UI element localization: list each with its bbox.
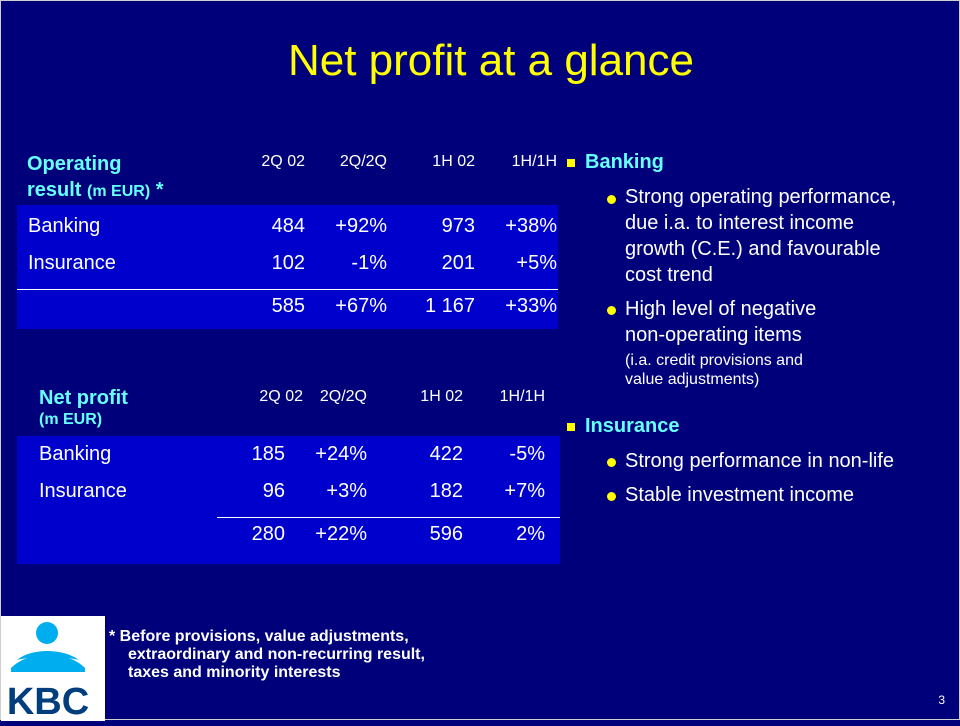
caption-text: result (27, 179, 88, 201)
table-cell: +24% (315, 443, 367, 465)
column-header: 2Q/2Q (319, 388, 367, 405)
table-cell: 2% (516, 523, 545, 545)
table-cell: +92% (335, 215, 387, 237)
page-number: 3 (938, 693, 945, 707)
footnote-line: extraordinary and non-recurring result, (128, 646, 425, 663)
table-cell: 585 (271, 295, 305, 317)
caption-line: Net profit (39, 387, 128, 409)
column-header: 2Q 02 (259, 388, 303, 405)
table-cell: 1 167 (424, 295, 475, 317)
row-label: Banking (28, 215, 101, 237)
bullet-line: due i.a. to interest income (625, 212, 855, 234)
column-header: 2Q/2Q (339, 153, 387, 170)
table-cell: +33% (505, 295, 557, 317)
table-cell: 102 (271, 252, 305, 274)
table-cell: +67% (335, 295, 387, 317)
table-body: Banking 484 +92% 973 +38% Insurance 102 … (17, 205, 558, 329)
table-cell: -5% (509, 443, 545, 465)
caption-line: Operating (27, 153, 122, 175)
bullet-line: non-operating items (625, 324, 802, 346)
column-header: 2Q 02 (261, 153, 305, 170)
row-label: Banking (39, 443, 112, 465)
table-cell: 596 (429, 523, 463, 545)
table-cell: 182 (429, 480, 463, 502)
table-caption: Net profit (m EUR) (39, 386, 128, 430)
section-heading: Banking (585, 151, 664, 173)
square-bullet-icon (567, 423, 575, 431)
operating-result-table: Operating result (m EUR) * 2Q 02 2Q/2Q 1… (17, 141, 558, 329)
footnote: * Before provisions, value adjustments, … (109, 628, 425, 682)
table-cell: +3% (326, 480, 367, 502)
table-cell: 484 (271, 215, 305, 237)
bullet-line: High level of negative (625, 298, 817, 320)
table-cell: +5% (516, 252, 557, 274)
dot-bullet-icon (607, 458, 616, 467)
bullet-note: (i.a. credit provisions and value adjust… (625, 351, 803, 389)
section-heading: Insurance (585, 415, 680, 437)
kbc-logo-icon: KBC (7, 622, 89, 723)
table-cell: 96 (262, 480, 285, 502)
note-line: (i.a. credit provisions and (625, 352, 803, 369)
bullet-text: High level of negative non-operating ite… (625, 296, 816, 348)
dot-bullet-icon (607, 306, 616, 315)
row-label: Insurance (28, 252, 116, 274)
footnote-line: taxes and minority interests (128, 664, 341, 681)
total-divider (217, 517, 560, 518)
caption-line: result (m EUR) * (27, 177, 163, 205)
bullet-text: Strong operating performance, due i.a. t… (625, 184, 896, 288)
table-cell: 280 (251, 523, 285, 545)
dot-bullet-icon (607, 195, 616, 204)
page-title: Net profit at a glance (287, 36, 694, 85)
caption-star: * (150, 179, 164, 201)
bullet-line: cost trend (625, 264, 713, 286)
column-header: 1H 02 (432, 153, 475, 170)
bullet-text: Strong performance in non-life (625, 450, 895, 472)
total-divider (17, 289, 558, 290)
kbc-logo: KBC (1, 616, 105, 723)
table-cell: 973 (441, 215, 475, 237)
column-header: 1H/1H (511, 153, 557, 170)
table-caption: Operating result (m EUR) * (27, 151, 163, 205)
table-cell: 185 (251, 443, 285, 465)
caption-unit: (m EUR) (87, 183, 151, 200)
square-bullet-icon (567, 159, 575, 167)
row-label: Insurance (39, 480, 127, 502)
table-body: Banking 185 +24% 422 -5% Insurance 96 +3… (17, 436, 560, 564)
bullet-line: Strong operating performance, (625, 186, 897, 208)
table-cell: +38% (505, 215, 557, 237)
note-line: value adjustments) (625, 371, 760, 388)
footnote-line: * Before provisions, value adjustments, (109, 628, 409, 645)
table-cell: -1% (351, 252, 387, 274)
bullet-text: Stable investment income (625, 484, 855, 506)
logo-text: KBC (7, 681, 89, 721)
table-cell: +22% (315, 523, 367, 545)
table-cell: 201 (441, 252, 475, 274)
caption-unit: (m EUR) (39, 411, 103, 428)
table-cell: 422 (429, 443, 463, 465)
bullet-line: growth (C.E.) and favourable (625, 238, 881, 260)
column-header: 1H 02 (420, 388, 463, 405)
dot-bullet-icon (607, 492, 616, 501)
column-header: 1H/1H (499, 388, 545, 405)
table-cell: +7% (504, 480, 545, 502)
net-profit-table: Net profit (m EUR) 2Q 02 2Q/2Q 1H 02 1H/… (17, 376, 560, 564)
